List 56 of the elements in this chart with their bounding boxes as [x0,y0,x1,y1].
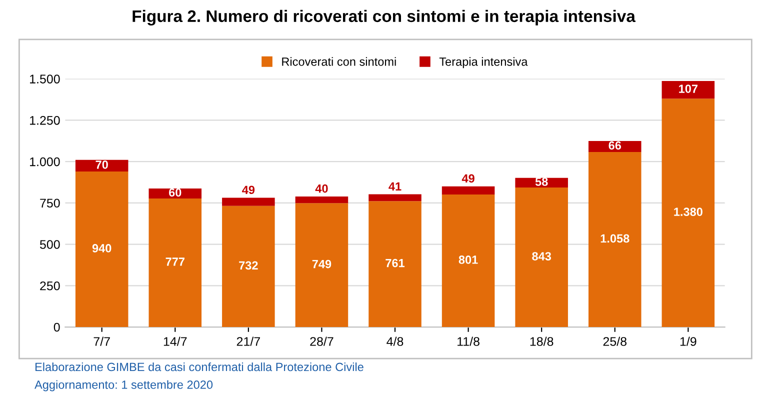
x-tick-label: 18/8 [530,336,554,346]
bar [295,203,348,328]
x-tick-label: 21/7 [236,336,260,346]
data-label: 49 [242,186,255,194]
data-label: 60 [169,188,182,197]
y-tick-label: 1.500 [30,74,60,84]
data-label: 58 [535,178,548,186]
data-label: 41 [388,182,402,190]
data-label: 1.058 [600,234,630,243]
bar [148,198,202,328]
bar [368,201,422,328]
data-label: 40 [315,184,328,193]
legend-label: Ricoverati con sintomi [282,57,396,66]
bar [368,194,422,202]
y-tick-label: 0 [54,322,60,332]
data-label: 801 [458,256,478,264]
bar [442,194,495,328]
bar [222,198,275,206]
bar [75,171,128,328]
legend-label: Terapia intensiva [439,57,528,68]
data-label: 732 [239,261,258,270]
x-tick-label: 11/8 [458,336,480,346]
data-label: 777 [166,258,184,266]
data-label: 66 [608,141,622,150]
bar [588,141,642,152]
bar [588,152,642,328]
data-label: 843 [532,252,552,260]
x-tick-label: 7/7 [94,336,110,346]
bar [515,188,568,328]
data-label: 761 [386,258,405,268]
x-tick-label: 25/8 [603,336,626,346]
bar [75,160,128,172]
text: Aggiornamento: 1 settembre 2020 [34,380,213,392]
y-tick-label: 1.250 [30,116,60,125]
text: Elaborazione GIMBE da casi confermati dalla Protezione Civile [35,362,364,372]
data-label: 1.380 [674,208,702,216]
x-tick-label: 4/8 [386,336,404,346]
y-tick-label: 750 [40,198,60,208]
data-label: 70 [96,160,108,169]
data-label: 107 [679,84,698,93]
bar [662,98,715,328]
bar [442,186,495,194]
bar [222,206,275,328]
bar [148,188,202,198]
data-label: 749 [312,260,332,268]
data-label: 49 [462,174,474,183]
x-tick-label: 28/7 [310,336,334,346]
data-label: 940 [92,244,112,252]
chart-title: Figura 2. Numero di ricoverati con sintomi e in terapia intensiva [132,10,636,26]
y-tick-label: 1.000 [30,157,60,166]
bar [295,196,348,204]
x-tick-label: 1/9 [680,336,696,346]
x-tick-label: 14/7 [164,336,187,346]
y-tick-label: 500 [40,240,60,249]
y-tick-label: 250 [40,281,60,290]
bar [662,80,715,99]
